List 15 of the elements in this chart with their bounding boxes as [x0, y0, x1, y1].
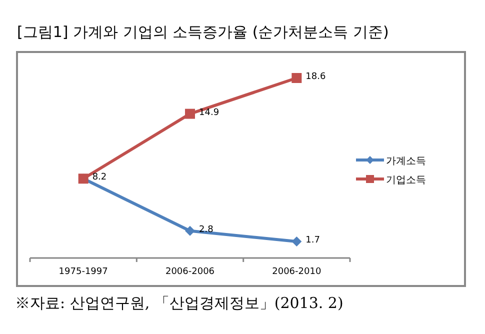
point — [292, 73, 302, 83]
x-tick: 2006-2010 — [272, 267, 322, 277]
annotation: ※자료: 산업연구원, 「산업경제정보」(2013. 2) — [15, 294, 344, 312]
point — [185, 226, 195, 236]
legend-label: 가계소득 — [386, 156, 426, 167]
x-tick: 2006-2006 — [165, 267, 215, 277]
data-label: 18.6 — [306, 72, 326, 82]
title: [그림1] 가계와 기업의 소득증가율 (순가처분소득 기준) — [17, 23, 389, 41]
data-label: 8.2 — [92, 172, 107, 183]
x-tick: 1975-1997 — [58, 267, 108, 277]
data-label: 1.7 — [306, 236, 320, 246]
data-label: 14.9 — [199, 108, 220, 118]
legend-label: 기업소득 — [386, 175, 426, 186]
point — [185, 108, 195, 119]
point — [292, 236, 302, 247]
